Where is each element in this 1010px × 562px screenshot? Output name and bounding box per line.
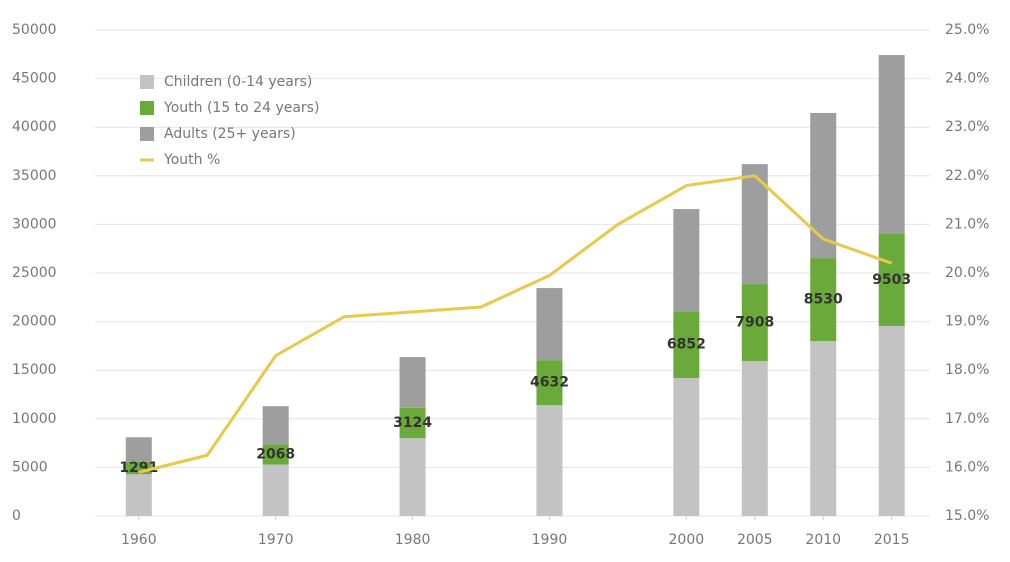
y-tick-label: 40000 [12, 119, 57, 135]
data-label: 2068 [256, 446, 295, 462]
y-tick-label: 0 [12, 508, 21, 524]
x-tick-label: 2000 [669, 532, 705, 548]
bar-segment [673, 377, 700, 516]
x-tick-label: 2015 [874, 532, 910, 548]
data-label: 7908 [735, 315, 774, 331]
bar-segment [810, 113, 837, 259]
y-tick-label: 25000 [12, 265, 57, 281]
legend-label: Youth (15 to 24 years) [163, 100, 319, 116]
y-tick-label: 45000 [12, 71, 57, 87]
legend-swatch [140, 75, 154, 89]
x-tick-label: 2010 [805, 532, 841, 548]
data-label: 8530 [804, 292, 843, 308]
y-tick-label: 20000 [12, 314, 57, 330]
x-tick-label: 2005 [737, 532, 773, 548]
y2-tick-label: 19.0% [945, 314, 989, 330]
line-series [138, 174, 893, 474]
bar-segment [741, 360, 768, 516]
bar-segment [399, 357, 426, 408]
data-label: 4632 [530, 375, 569, 391]
bar-segment [125, 437, 152, 462]
bar-segment [878, 54, 905, 234]
bar-segment [878, 325, 905, 516]
bar-segment [536, 360, 563, 406]
x-tick-label: 1960 [121, 532, 157, 548]
y2-tick-label: 21.0% [945, 216, 989, 232]
y-tick-label: 5000 [12, 459, 48, 475]
y-tick-label: 30000 [12, 216, 57, 232]
bar-segment [878, 233, 905, 326]
bar-segment [536, 405, 563, 516]
y2-tick-label: 24.0% [945, 71, 989, 87]
x-tick-label: 1970 [258, 532, 294, 548]
y2-tick-label: 15.0% [945, 508, 989, 524]
bar-segment [673, 209, 700, 312]
legend-label: Children (0-14 years) [164, 74, 312, 90]
bar-segment [673, 311, 700, 378]
legend-swatch [140, 127, 154, 141]
y2-tick-label: 17.0% [945, 411, 989, 427]
x-tick-label: 1980 [395, 532, 431, 548]
y2-tick-label: 25.0% [945, 22, 989, 38]
x-tick-label: 1990 [532, 532, 568, 548]
bar-segment [741, 284, 768, 361]
bar-segment [125, 474, 152, 516]
y2-tick-label: 18.0% [945, 362, 989, 378]
data-label: 1291 [119, 460, 158, 476]
y2-tick-label: 16.0% [945, 459, 989, 475]
bar-segment [262, 444, 289, 465]
legend-label: Adults (25+ years) [164, 126, 296, 142]
legend-label: Youth % [163, 152, 220, 168]
y-tick-label: 15000 [12, 362, 57, 378]
legend-swatch [140, 101, 154, 115]
bar-segment [741, 164, 768, 285]
data-label: 3124 [393, 415, 432, 431]
data-label: 9503 [872, 272, 911, 288]
bar-segment [399, 438, 426, 516]
bar-segment [399, 407, 426, 439]
bar-segment [810, 341, 837, 516]
data-label: 6852 [667, 337, 706, 353]
bar-segment [810, 258, 837, 342]
bar-segment [262, 464, 289, 516]
y-tick-label: 50000 [12, 22, 57, 38]
y2-tick-label: 23.0% [945, 119, 989, 135]
y2-tick-label: 22.0% [945, 168, 989, 184]
y2-tick-label: 20.0% [945, 265, 989, 281]
y-tick-label: 10000 [12, 411, 57, 427]
y-tick-label: 35000 [12, 168, 57, 184]
bar-segment [262, 406, 289, 445]
bar-segment [536, 288, 563, 361]
